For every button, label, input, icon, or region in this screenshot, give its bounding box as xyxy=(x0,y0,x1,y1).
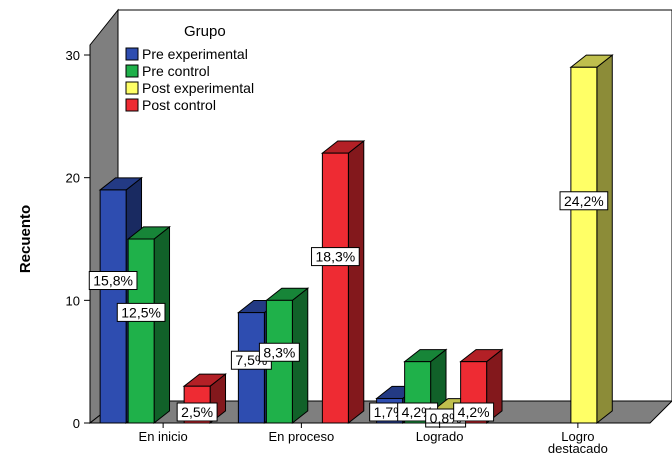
legend-swatch xyxy=(125,81,139,95)
bar xyxy=(320,140,366,425)
x-tick-label: En proceso xyxy=(268,429,334,444)
svg-text:18,3%: 18,3% xyxy=(316,249,356,265)
legend-item: Pre experimental xyxy=(125,46,248,62)
svg-text:2,5%: 2,5% xyxy=(181,404,213,420)
data-label: 2,5% xyxy=(176,402,218,422)
y-tick-label: 10 xyxy=(66,293,80,308)
x-tick-label: En inicio xyxy=(139,429,188,444)
x-tick-label: Logrado xyxy=(416,429,464,444)
y-axis-title: Recuento xyxy=(17,205,34,273)
data-label: 8,3% xyxy=(258,342,300,362)
data-label: 18,3% xyxy=(311,247,360,267)
data-label: 15,8% xyxy=(88,271,138,291)
bar xyxy=(126,225,171,425)
legend-swatch xyxy=(125,98,139,112)
svg-text:15,8%: 15,8% xyxy=(93,273,133,289)
bar xyxy=(569,54,614,425)
legend-label: Pre control xyxy=(142,63,210,79)
svg-text:4,2%: 4,2% xyxy=(458,404,490,420)
legend-item: Pre control xyxy=(125,63,210,79)
legend-title: Grupo xyxy=(184,23,226,40)
legend-label: Post experimental xyxy=(142,80,254,96)
x-tick-label: Logro xyxy=(561,429,594,444)
data-label: 12,5% xyxy=(116,302,166,322)
legend-label: Post control xyxy=(142,97,216,113)
legend-item: Post control xyxy=(125,97,216,113)
y-tick-label: 0 xyxy=(73,416,80,431)
legend-swatch xyxy=(125,64,139,78)
bars: 15,8%12,5%2,5%7,5%8,3%18,3%1,7%4,2%0,8%4… xyxy=(88,54,614,428)
svg-text:12,5%: 12,5% xyxy=(121,304,161,320)
svg-text:8,3%: 8,3% xyxy=(263,344,295,360)
legend-item: Post experimental xyxy=(125,80,254,96)
legend-label: Pre experimental xyxy=(142,46,248,62)
legend-swatch xyxy=(125,47,139,61)
y-tick-label: 30 xyxy=(66,48,80,63)
data-label: 24,2% xyxy=(559,191,609,211)
x-tick-label: destacado xyxy=(548,441,608,456)
data-label: 4,2% xyxy=(453,402,495,422)
svg-text:24,2%: 24,2% xyxy=(564,193,604,209)
y-tick-label: 20 xyxy=(66,171,80,186)
y-axis: 0 10 20 30 Recuento xyxy=(17,45,91,431)
